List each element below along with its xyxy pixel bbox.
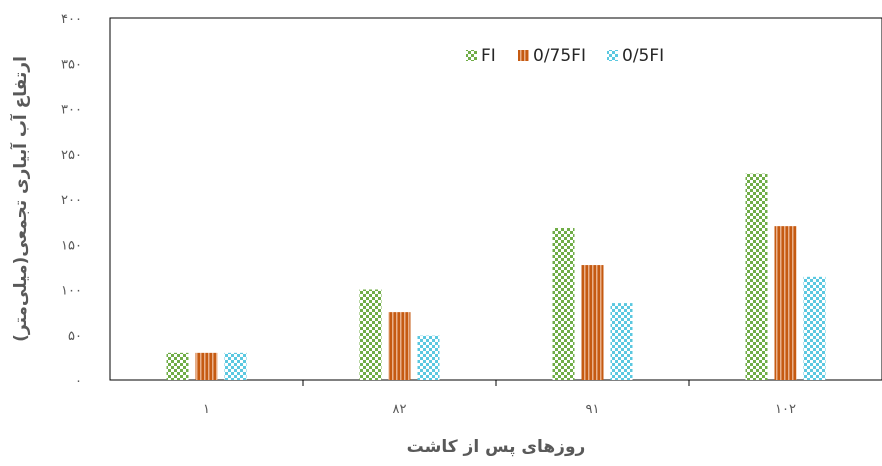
bar-FI-3: [745, 173, 768, 380]
y-tick-label: ۳۰۰: [61, 103, 82, 118]
bar-0/75FI-0: [195, 352, 218, 380]
y-tick-label: ۳۵۰: [61, 57, 82, 72]
legend-swatch-2: [607, 50, 618, 61]
legend: FI 0/75FI 0/5FI: [466, 46, 664, 66]
y-tick-label: ۱۵۰: [61, 238, 82, 253]
bars: [166, 173, 826, 380]
y-tick-label: ۴۰۰: [61, 12, 82, 27]
y-tick-label: ۵۰: [68, 329, 82, 344]
bar-0/75FI-1: [388, 312, 411, 380]
y-axis-ticks: ۰ ۵۰ ۱۰۰ ۱۵۰ ۲۰۰ ۲۵۰ ۳۰۰ ۳۵۰ ۴۰۰: [61, 12, 82, 389]
bar-FI-1: [359, 289, 382, 380]
bar-0/5FI-1: [417, 335, 440, 380]
x-axis-ticks: ۱ ۸۲ ۹۱ ۱۰۲: [203, 380, 796, 417]
bar-0/5FI-2: [610, 303, 633, 380]
y-tick-label: ۲۵۰: [61, 148, 82, 163]
legend-label-2: 0/5FI: [622, 46, 664, 66]
x-tick-label: ۱۰۲: [775, 402, 796, 417]
y-axis-label: ارتفاع آب آبیاری تجمعی(میلی‌متر): [9, 56, 31, 342]
legend-label-1: 0/75FI: [533, 46, 586, 66]
y-tick-label: ۲۰۰: [61, 193, 82, 208]
x-tick-label: ۱: [203, 402, 210, 417]
y-tick-label: ۰: [75, 374, 82, 389]
legend-swatch-1: [518, 50, 529, 61]
x-axis-label: روزهای پس از کاشت: [407, 437, 586, 457]
bar-0/5FI-3: [803, 276, 826, 380]
x-tick-label: ۸۲: [393, 402, 407, 417]
x-tick-label: ۹۱: [586, 402, 600, 417]
legend-swatch-0: [466, 50, 477, 61]
bar-FI-2: [552, 227, 575, 380]
bar-0/75FI-3: [774, 226, 797, 380]
bar-0/5FI-0: [224, 352, 247, 380]
bar-FI-0: [166, 352, 189, 380]
legend-label-0: FI: [481, 46, 496, 66]
bar-0/75FI-2: [581, 265, 604, 380]
y-tick-label: ۱۰۰: [61, 284, 82, 299]
